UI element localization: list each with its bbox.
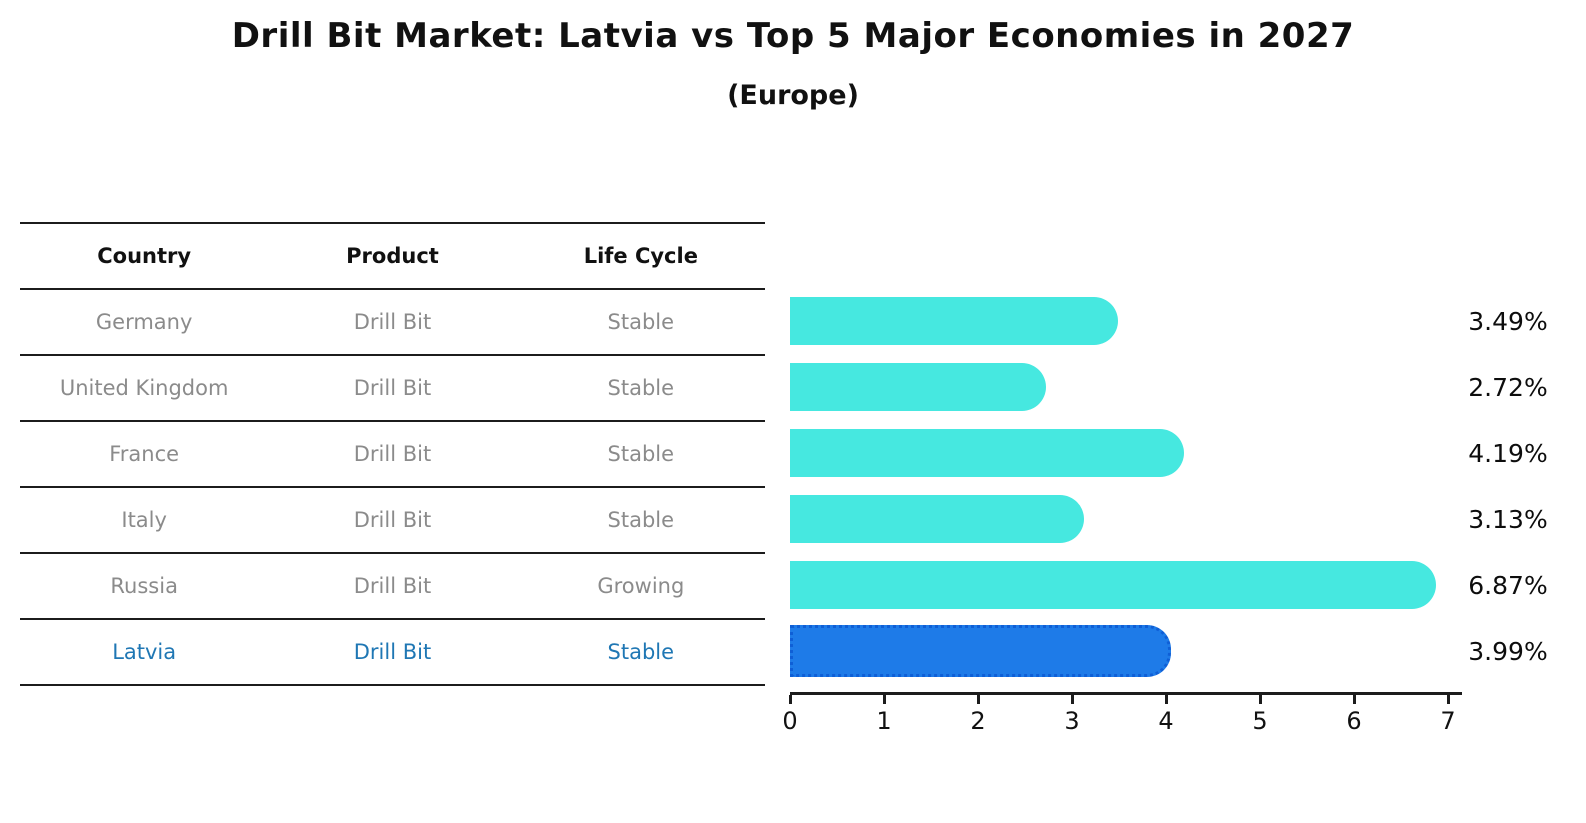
product-cell: Drill Bit [353,574,432,598]
bar-italy [790,495,1085,543]
tick-label: 6 [1346,707,1362,735]
life-cycle-cell: Stable [607,442,675,466]
table-row: Russia Drill Bit Growing [20,554,765,620]
bar-row-russia [790,552,1462,618]
tick-label: 5 [1252,707,1268,735]
value-label-germany: 3.49% [1468,306,1548,336]
tick-label: 0 [782,707,798,735]
tick-mark [789,695,792,704]
tick-mark [883,695,886,704]
product-cell: Drill Bit [353,508,432,532]
tick-mark [1165,695,1168,704]
value-label-united-kingdom: 2.72% [1468,372,1548,402]
table-row: United Kingdom Drill Bit Stable [20,356,765,422]
bar-row-germany [790,288,1462,354]
x-axis: 0 1 2 3 4 5 6 7 [782,695,1462,740]
bar-france [790,429,1184,477]
tick-mark [1259,695,1262,704]
tick-mark [977,695,980,704]
country-cell: Russia [110,574,178,598]
value-label-italy: 3.13% [1468,504,1548,534]
life-cycle-cell: Stable [607,508,675,532]
bar-chart-plot-area [790,288,1462,684]
country-cell: Germany [95,310,193,334]
product-cell: Drill Bit [353,310,432,334]
chart-subtitle: (Europe) [727,80,859,111]
tick-label: 4 [1158,707,1174,735]
product-cell: Drill Bit [353,442,432,466]
column-header-life-cycle: Life Cycle [583,244,698,268]
tick-label: 3 [1064,707,1080,735]
bar-row-france [790,420,1462,486]
product-cell: Drill Bit [353,376,432,400]
bar-united-kingdom [790,363,1046,411]
tick-label: 7 [1440,707,1456,735]
value-label-russia: 6.87% [1468,570,1548,600]
column-header-product: Product [346,244,439,268]
value-label-column: 3.49% 2.72% 4.19% 3.13% 6.87% 3.99% [1456,288,1560,684]
table-row: Italy Drill Bit Stable [20,488,765,554]
country-cell: France [109,442,180,466]
chart-title: Drill Bit Market: Latvia vs Top 5 Major … [231,16,1355,56]
table-row: Germany Drill Bit Stable [20,290,765,356]
bar-row-united-kingdom [790,354,1462,420]
value-label-latvia: 3.99% [1468,636,1548,666]
table-row: France Drill Bit Stable [20,422,765,488]
tick-mark [1353,695,1356,704]
table-row-latvia: Latvia Drill Bit Stable [20,620,765,686]
bar-latvia [790,625,1172,677]
bar-row-latvia [790,618,1462,684]
product-cell: Drill Bit [353,640,432,664]
bar-row-italy [790,486,1462,552]
country-cell: Latvia [112,640,177,664]
tick-label: 2 [970,707,986,735]
bar-russia [790,561,1436,609]
life-cycle-cell: Stable [607,376,675,400]
tick-mark [1447,695,1450,704]
country-cell: United Kingdom [59,376,229,400]
tick-label: 1 [876,707,892,735]
life-cycle-cell: Growing [597,574,685,598]
country-table: Country Product Life Cycle Germany Drill… [20,222,765,686]
tick-mark [1071,695,1074,704]
life-cycle-cell: Stable [607,310,675,334]
x-axis-line [790,692,1462,695]
life-cycle-cell: Stable [607,640,675,664]
bar-germany [790,297,1119,345]
column-header-country: Country [97,244,192,268]
value-label-france: 4.19% [1468,438,1548,468]
table-header-row: Country Product Life Cycle [20,224,765,290]
country-cell: Italy [121,508,167,532]
